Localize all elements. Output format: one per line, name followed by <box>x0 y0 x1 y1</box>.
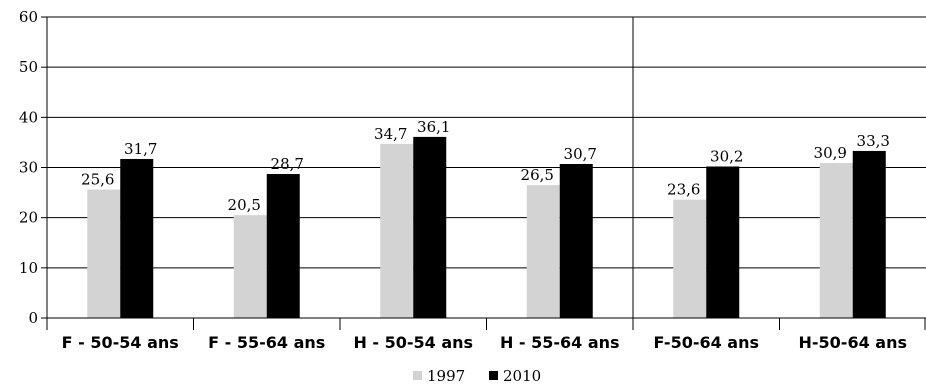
legend-swatch-2010 <box>489 371 498 380</box>
data-label: 25,6 <box>81 171 114 189</box>
data-label: 34,7 <box>374 125 407 143</box>
bar-2010-5 <box>852 150 886 318</box>
bar-2010-1 <box>266 174 300 318</box>
data-label: 30,2 <box>710 147 743 165</box>
x-category-label: H - 50-54 ans <box>353 333 473 352</box>
gridlines <box>47 16 926 269</box>
bar-1997-2 <box>380 143 414 318</box>
data-label: 28,7 <box>271 155 304 173</box>
legend-label: 2010 <box>503 367 541 385</box>
plot-frame <box>46 17 926 330</box>
x-axis-labels: F - 50-54 ans F - 55-64 ans H - 50-54 ans H… <box>62 333 907 352</box>
x-category-label: H-50-64 ans <box>799 333 907 352</box>
y-axis-ticks: 0 10 20 30 40 50 60 <box>19 8 47 327</box>
y-tick-label: 40 <box>19 108 38 126</box>
bar-2010-3 <box>559 163 593 318</box>
y-tick-label: 20 <box>19 209 38 227</box>
data-labels: 25,6 31,7 20,5 28,7 34,7 36,1 26,5 30,7 23,6 30,2… <box>81 118 890 214</box>
data-label: 31,7 <box>124 140 157 158</box>
y-tick-label: 0 <box>28 309 38 327</box>
bar-2010-2 <box>413 136 447 318</box>
legend: 1997 2010 <box>413 367 541 385</box>
y-tick-label: 60 <box>19 8 38 26</box>
data-label: 33,3 <box>857 132 890 150</box>
bar-2010-0 <box>120 158 154 318</box>
bars <box>87 136 886 318</box>
bar-1997-0 <box>87 189 121 318</box>
bar-1997-3 <box>526 185 560 318</box>
x-category-label: F-50-64 ans <box>653 333 759 352</box>
data-label: 30,9 <box>814 144 847 162</box>
bar-2010-4 <box>706 166 740 318</box>
legend-label: 1997 <box>427 367 465 385</box>
x-category-label: F - 50-54 ans <box>62 333 179 352</box>
x-category-label: F - 55-64 ans <box>208 333 325 352</box>
y-tick-label: 30 <box>19 159 38 177</box>
data-label: 23,6 <box>667 181 700 199</box>
bar-1997-4 <box>673 199 707 318</box>
data-label: 30,7 <box>564 145 597 163</box>
x-category-label: H - 55-64 ans <box>500 333 620 352</box>
y-tick-label: 50 <box>19 58 38 76</box>
bar-1997-5 <box>819 162 853 318</box>
data-label: 20,5 <box>228 196 261 214</box>
data-label: 36,1 <box>417 118 450 136</box>
legend-swatch-1997 <box>413 371 422 380</box>
bar-1997-1 <box>233 215 267 318</box>
data-label: 26,5 <box>521 166 554 184</box>
y-tick-label: 10 <box>19 259 38 277</box>
